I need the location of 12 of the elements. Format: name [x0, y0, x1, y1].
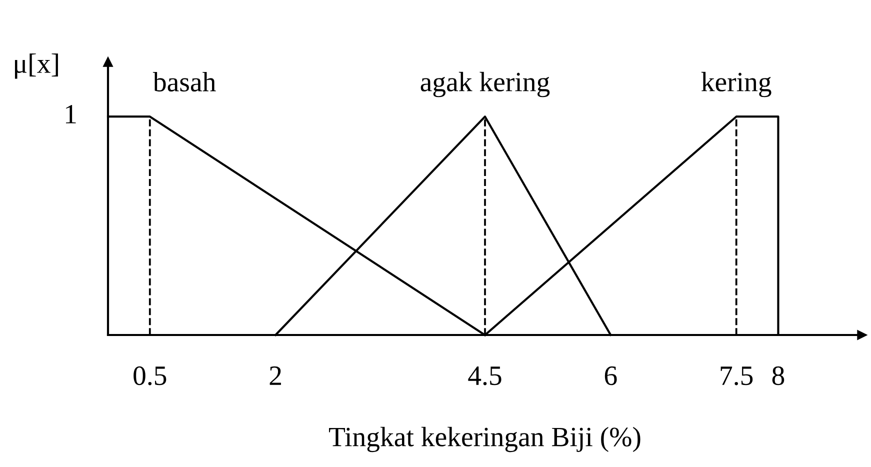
y-axis-title: μ[x]: [14, 53, 58, 79]
x-tick-label: 6: [604, 366, 617, 386]
x-tick-label: 0.5: [134, 366, 166, 386]
text: 1: [66, 104, 76, 124]
series-label: basah: [152, 72, 216, 92]
x-axis-title: Tingkat kekeringan Biji (%): [329, 426, 640, 452]
x-tick-label: 4.5: [468, 366, 502, 386]
x-tick-label: 7.5: [720, 366, 753, 386]
series-label: kering: [701, 72, 772, 98]
series-label: agak kering: [420, 72, 550, 98]
x-tick-label: 8: [772, 366, 784, 386]
x-tick-label: 2: [270, 366, 281, 385]
